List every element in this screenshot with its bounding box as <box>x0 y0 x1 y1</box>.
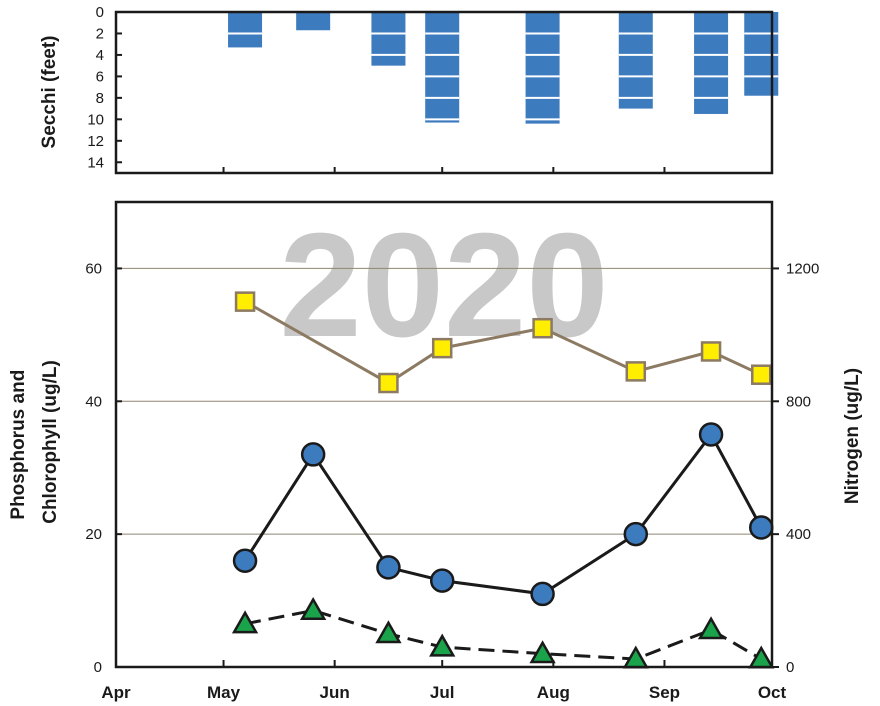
left-axis-title-line-1: Phosphorus and <box>8 370 29 520</box>
data-point-triangle <box>231 610 259 634</box>
nutrient-plot-frame <box>114 200 774 669</box>
secchi-axis-title: Secchi (feet) <box>39 36 60 149</box>
data-point-square <box>378 372 399 394</box>
series-markers <box>231 291 775 669</box>
left-tick-label: 60 <box>85 260 102 277</box>
data-point-square <box>234 291 256 312</box>
month-label: Aug <box>537 683 570 702</box>
right-tick-label: 400 <box>786 526 811 543</box>
secchi-tick-label: 2 <box>96 25 104 42</box>
secchi-tick-label: 14 <box>87 154 104 171</box>
data-point-square <box>431 337 453 359</box>
data-point-circle <box>376 555 401 580</box>
secchi-bar <box>228 12 263 48</box>
data-point-triangle <box>300 597 327 621</box>
month-label: Sep <box>649 683 680 702</box>
data-point-circle <box>429 568 455 593</box>
right-tick-label: 0 <box>786 659 794 676</box>
secchi-tick-label: 10 <box>87 111 104 128</box>
data-point-circle <box>300 442 326 467</box>
month-label: Oct <box>758 683 787 702</box>
left-tick-label: 20 <box>85 526 102 543</box>
data-point-circle <box>530 581 555 607</box>
left-axis-title: Phosphorus and Chlorophyll (ug/L) <box>8 360 61 524</box>
month-label: Jul <box>430 683 455 702</box>
secchi-bar <box>425 12 460 123</box>
secchi-tick-label: 4 <box>96 47 104 64</box>
month-label: Apr <box>101 683 131 702</box>
data-point-triangle <box>697 616 725 640</box>
secchi-tick-label: 12 <box>87 133 104 150</box>
data-point-triangle <box>748 645 775 669</box>
secchi-bar-fill <box>425 12 460 123</box>
secchi-tick-label: 6 <box>96 68 104 85</box>
secchi-bar <box>371 12 406 66</box>
secchi-tick-label: 8 <box>96 90 104 107</box>
month-label: Jun <box>320 683 350 702</box>
gridlines <box>116 267 772 535</box>
secchi-bar-fill <box>618 12 653 109</box>
secchi-bar <box>525 12 560 124</box>
month-label: May <box>207 683 241 702</box>
secchi-tick-label: 0 <box>96 4 104 21</box>
secchi-bar <box>618 12 653 109</box>
data-point-circle <box>623 521 649 547</box>
data-point-triangle <box>429 633 456 657</box>
data-point-circle <box>748 515 774 540</box>
secchi-bar-fill <box>228 12 263 48</box>
right-axis-title: Nitrogen (ug/L) <box>842 368 863 504</box>
data-point-triangle <box>375 620 402 644</box>
secchi-bar <box>296 12 331 31</box>
secchi-bar-fill <box>525 12 560 124</box>
data-point-square <box>532 317 553 339</box>
left-tick-label: 40 <box>85 393 102 410</box>
secchi-bars <box>228 12 779 124</box>
secchi-bar-fill <box>371 12 406 66</box>
right-tick-label: 1200 <box>786 260 819 277</box>
data-point-square <box>700 341 722 362</box>
data-point-triangle <box>529 640 556 664</box>
right-tick-label: 800 <box>786 393 811 410</box>
data-point-square <box>625 361 647 382</box>
secchi-bar-fill <box>296 12 331 31</box>
left-axis-title-line-2: Chlorophyll (ug/L) <box>40 360 61 524</box>
left-tick-label: 0 <box>94 659 102 676</box>
secchi-plot-frame <box>114 10 774 175</box>
secchi-bar <box>694 12 729 114</box>
series-line-triangle <box>244 608 762 661</box>
axis-ticks: 0 2 4 6 8 10 12 14 0 20 40 60 0 400 800 1200 Apr May Jun Ju… <box>85 4 819 702</box>
data-point-circle <box>232 548 258 573</box>
data-point-circle <box>698 422 724 447</box>
series-line-circle <box>243 431 763 596</box>
data-point-square <box>750 364 772 385</box>
